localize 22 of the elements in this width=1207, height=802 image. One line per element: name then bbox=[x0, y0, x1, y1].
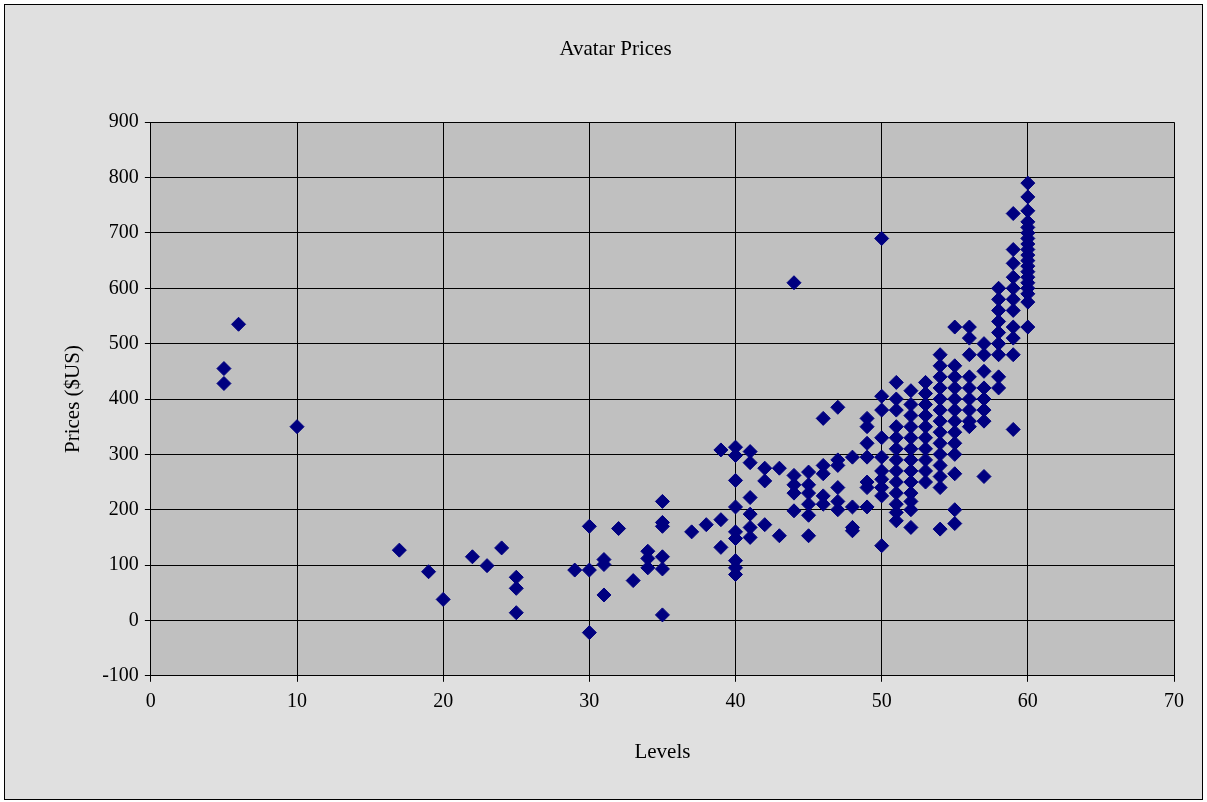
y-tick-label: -100 bbox=[102, 663, 139, 686]
y-tick-label: 800 bbox=[108, 164, 139, 187]
x-tick-label: 70 bbox=[1164, 689, 1184, 712]
y-tick-label: 900 bbox=[108, 109, 139, 132]
y-axis-title: Prices ($US) bbox=[60, 345, 85, 453]
y-tick-label: 700 bbox=[108, 220, 139, 243]
x-tick-label: 10 bbox=[287, 689, 308, 712]
x-tick-label: 60 bbox=[1017, 689, 1038, 712]
y-tick-label: 0 bbox=[128, 607, 139, 630]
x-tick-label: 50 bbox=[871, 689, 892, 712]
chart-title: Avatar Prices bbox=[559, 36, 672, 61]
y-tick-label: 300 bbox=[108, 441, 139, 464]
y-tick-label: 500 bbox=[108, 330, 139, 353]
x-tick-label: 30 bbox=[579, 689, 600, 712]
y-tick-label: 400 bbox=[108, 386, 139, 409]
y-tick-label: 100 bbox=[108, 552, 139, 575]
x-axis-title: Levels bbox=[634, 738, 691, 763]
y-tick-label: 600 bbox=[108, 275, 139, 298]
x-tick-label: 20 bbox=[433, 689, 454, 712]
y-tick-label: 200 bbox=[108, 496, 139, 519]
x-tick-label: 0 bbox=[145, 689, 156, 712]
x-tick-label: 40 bbox=[725, 689, 746, 712]
